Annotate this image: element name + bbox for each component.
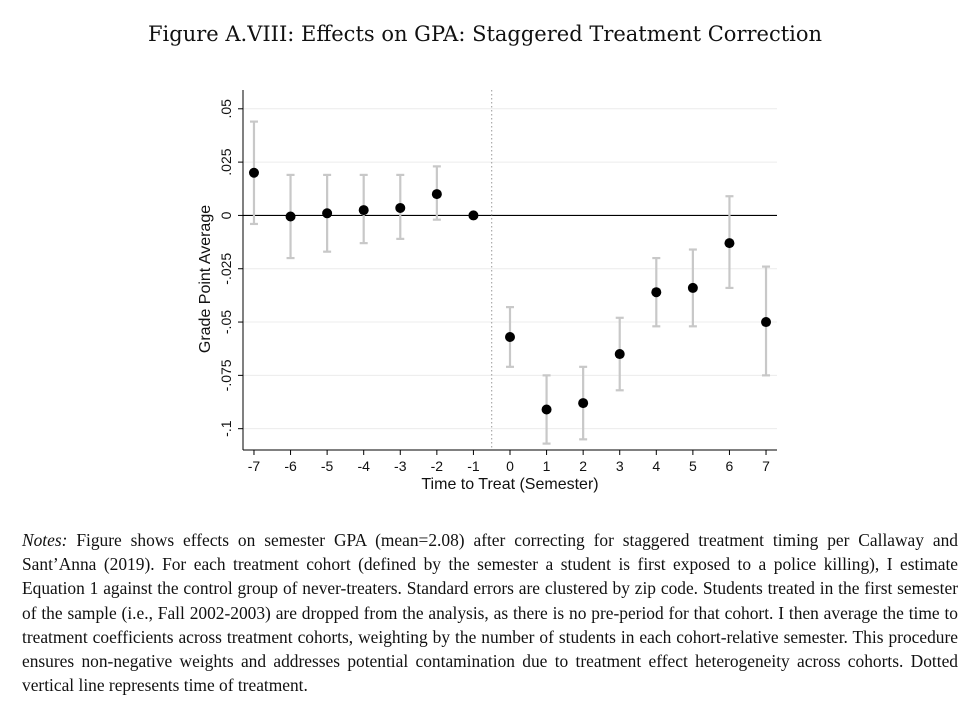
y-tick-label: .05 bbox=[218, 99, 234, 119]
point-estimate bbox=[614, 349, 625, 360]
figure-title: Figure A.VIII: Effects on GPA: Staggered… bbox=[147, 22, 823, 46]
y-tick-label: -.025 bbox=[218, 253, 234, 285]
x-tick-label: 7 bbox=[762, 458, 770, 474]
notes-lead: Notes: bbox=[22, 530, 68, 550]
gpa-event-study-chart: .05 .025 0 -.025 -.05 -.075 -.1 -7 -6 -5 -4 -3 -2 -1 0… bbox=[197, 90, 777, 493]
x-tick-label: 3 bbox=[616, 458, 624, 474]
point-estimate bbox=[358, 205, 369, 216]
x-tick-label: 2 bbox=[579, 458, 587, 474]
x-tick-label: 5 bbox=[689, 458, 697, 474]
x-tick-label: -7 bbox=[248, 458, 261, 474]
point-estimate bbox=[724, 238, 735, 249]
x-tick-label: -4 bbox=[357, 458, 370, 474]
figure-notes: Notes: Figure shows effects on semester … bbox=[22, 528, 958, 697]
x-tick-label: 0 bbox=[506, 458, 514, 474]
point-estimate bbox=[505, 331, 515, 342]
x-tick-label: -1 bbox=[467, 458, 480, 474]
y-tick-label: -.075 bbox=[218, 359, 234, 391]
x-tick-label: 1 bbox=[543, 458, 551, 474]
point-estimate bbox=[468, 210, 479, 221]
point-estimate bbox=[578, 398, 589, 409]
y-axis-title: Grade Point Average bbox=[197, 205, 214, 353]
point-estimate bbox=[651, 287, 662, 298]
point-estimate bbox=[285, 211, 296, 222]
notes-body: Figure shows effects on semester GPA (me… bbox=[22, 530, 958, 696]
confidence-intervals bbox=[249, 120, 771, 445]
x-tick-label: 6 bbox=[726, 458, 734, 474]
x-tick-label: -2 bbox=[431, 458, 444, 474]
point-estimate bbox=[395, 202, 406, 213]
x-tick-label: -6 bbox=[284, 458, 297, 474]
y-tick-label: .025 bbox=[218, 148, 234, 175]
y-tick-label: 0 bbox=[218, 211, 234, 219]
point-estimate bbox=[431, 189, 442, 200]
y-tick-label: -.1 bbox=[218, 420, 234, 437]
point-estimate bbox=[322, 208, 333, 219]
reference-lines bbox=[243, 90, 777, 450]
y-tick-label: -.05 bbox=[218, 310, 234, 334]
point-estimate bbox=[761, 317, 772, 328]
gridlines bbox=[243, 108, 777, 430]
point-estimate bbox=[541, 404, 552, 415]
point-estimate bbox=[248, 167, 259, 178]
x-tick-label: -5 bbox=[321, 458, 334, 474]
x-axis-title: Time to Treat (Semester) bbox=[421, 476, 598, 493]
axes: .05 .025 0 -.025 -.05 -.075 -.1 -7 -6 -5 -4 -3 -2 -1 0… bbox=[197, 90, 777, 493]
x-tick-label: 4 bbox=[652, 458, 660, 474]
point-estimates bbox=[248, 167, 772, 415]
x-tick-label: -3 bbox=[394, 458, 407, 474]
point-estimate bbox=[687, 282, 698, 293]
